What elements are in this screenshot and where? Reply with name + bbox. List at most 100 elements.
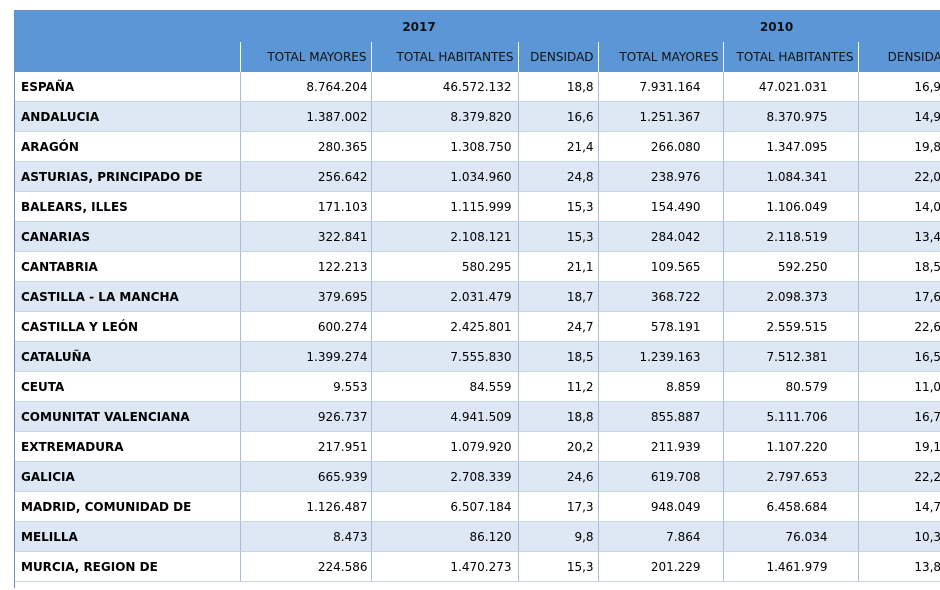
cell-total-mayores-2017: 256.642: [239, 161, 371, 192]
cell-total-habitantes-2017: 1.115.999: [370, 191, 518, 222]
table-row: BALEARS, ILLES 171.103 1.115.999 15,3 154.49…: [15, 191, 940, 222]
cell-total-mayores-2017: 1.387.002: [239, 101, 371, 132]
cell-total-habitantes-2010: 2.559.515: [722, 311, 859, 342]
cell-total-habitantes-2017: 2.031.479: [370, 281, 518, 312]
region-name-cell: ARAGÓN: [15, 131, 240, 162]
cell-total-mayores-2010: 1.239.163: [597, 341, 724, 372]
table-row: CASTILLA - LA MANCHA 379.695 2.031.479 18,7…: [15, 281, 940, 312]
cell-densidad-2010: 17,6: [857, 281, 940, 312]
cell-total-habitantes-2010: 2.098.373: [722, 281, 859, 312]
cell-densidad-2010: 22,0: [857, 161, 940, 192]
table-row: ASTURIAS, PRINCIPADO DE 256.642 1.034.960 2…: [15, 161, 940, 192]
cell-total-habitantes-2017: 4.941.509: [370, 401, 518, 432]
cell-total-mayores-2017: 1.399.274: [239, 341, 371, 372]
cell-total-mayores-2017: 280.365: [239, 131, 371, 162]
table-row: CEUTA 9.553 84.559 11,2 8.859 80.579 11,0: [15, 371, 940, 402]
table-body: ESPAÑA 8.764.204 46.572.132 18,8 7.931.164 47…: [15, 72, 940, 582]
cell-densidad-2010: 11,0: [857, 371, 940, 402]
cell-total-habitantes-2010: 1.347.095: [722, 131, 859, 162]
cell-densidad-2017: 18,8: [517, 72, 599, 102]
cell-total-habitantes-2010: 2.118.519: [722, 221, 859, 252]
cell-total-mayores-2017: 122.213: [239, 251, 371, 282]
cell-total-habitantes-2017: 7.555.830: [370, 341, 518, 372]
cell-total-habitantes-2017: 86.120: [370, 521, 518, 552]
table-row: MADRID, COMUNIDAD DE 1.126.487 6.507.184 17…: [15, 491, 940, 522]
region-name-cell: CANARIAS: [15, 221, 240, 252]
cell-total-mayores-2017: 665.939: [239, 461, 371, 492]
cell-densidad-2017: 15,3: [517, 221, 599, 252]
cell-total-habitantes-2010: 6.458.684: [722, 491, 859, 522]
cell-total-habitantes-2017: 46.572.132: [370, 72, 518, 102]
cell-densidad-2017: 18,8: [517, 401, 599, 432]
region-name-cell: ASTURIAS, PRINCIPADO DE: [15, 161, 240, 192]
region-name-cell: MELILLA: [15, 521, 240, 552]
cell-total-mayores-2010: 201.229: [597, 551, 724, 582]
cell-total-habitantes-2010: 1.084.341: [722, 161, 859, 192]
cell-total-mayores-2017: 8.764.204: [239, 72, 371, 102]
table-header: 2017 2010 TOTAL MAYORES TOTAL HABITANTES…: [15, 11, 940, 72]
cell-densidad-2017: 9,8: [517, 521, 599, 552]
cell-total-mayores-2017: 8.473: [239, 521, 371, 552]
region-name-cell: CASTILLA Y LEÓN: [15, 311, 240, 342]
cell-densidad-2010: 22,6: [857, 311, 940, 342]
cell-densidad-2017: 24,6: [517, 461, 599, 492]
table-row: CASTILLA Y LEÓN 600.274 2.425.801 24,7 578.1…: [15, 311, 940, 342]
table-row: EXTREMADURA 217.951 1.079.920 20,2 211.939 1.…: [15, 431, 940, 462]
column-header-densidad-2017: DENSIDAD: [517, 42, 599, 72]
year-header-2017: 2017: [240, 11, 599, 42]
cell-total-mayores-2010: 109.565: [597, 251, 724, 282]
cell-densidad-2010: 22,2: [857, 461, 940, 492]
cell-densidad-2017: 15,3: [517, 191, 599, 222]
cell-total-mayores-2017: 379.695: [239, 281, 371, 312]
cell-total-mayores-2010: 948.049: [597, 491, 724, 522]
region-name-cell: EXTREMADURA: [15, 431, 240, 462]
cell-densidad-2010: 13,4: [857, 221, 940, 252]
cell-total-habitantes-2017: 580.295: [370, 251, 518, 282]
year-header-2010: 2010: [598, 11, 940, 42]
cell-total-mayores-2017: 600.274: [239, 311, 371, 342]
year-header-row: 2017 2010: [15, 11, 940, 42]
table-row: ANDALUCIA 1.387.002 8.379.820 16,6 1.251.367…: [15, 101, 940, 132]
cell-densidad-2010: 18,5: [857, 251, 940, 282]
column-header-total-habitantes-2010: TOTAL HABITANTES: [722, 42, 859, 72]
cell-total-habitantes-2010: 592.250: [722, 251, 859, 282]
cell-total-mayores-2010: 8.859: [597, 371, 724, 402]
column-header-region: [15, 42, 240, 72]
cell-total-mayores-2010: 284.042: [597, 221, 724, 252]
region-name-cell: ANDALUCIA: [15, 101, 240, 132]
cell-total-habitantes-2010: 5.111.706: [722, 401, 859, 432]
cell-total-habitantes-2010: 76.034: [722, 521, 859, 552]
cell-densidad-2017: 17,3: [517, 491, 599, 522]
cell-total-habitantes-2017: 8.379.820: [370, 101, 518, 132]
cell-total-mayores-2010: 7.931.164: [597, 72, 724, 102]
table-row: CANTABRIA 122.213 580.295 21,1 109.565 592.25…: [15, 251, 940, 282]
column-header-total-habitantes-2017: TOTAL HABITANTES: [370, 42, 518, 72]
cell-total-habitantes-2017: 1.308.750: [370, 131, 518, 162]
cell-densidad-2010: 13,8: [857, 551, 940, 582]
cell-densidad-2010: 14,9: [857, 101, 940, 132]
cell-total-habitantes-2017: 1.034.960: [370, 161, 518, 192]
cell-total-mayores-2017: 9.553: [239, 371, 371, 402]
cell-densidad-2017: 11,2: [517, 371, 599, 402]
cell-densidad-2017: 20,2: [517, 431, 599, 462]
cell-total-habitantes-2010: 7.512.381: [722, 341, 859, 372]
cell-total-habitantes-2017: 84.559: [370, 371, 518, 402]
cell-total-mayores-2017: 224.586: [239, 551, 371, 582]
region-name-cell: CEUTA: [15, 371, 240, 402]
population-table: 2017 2010 TOTAL MAYORES TOTAL HABITANTES…: [15, 11, 940, 582]
cell-densidad-2010: 16,5: [857, 341, 940, 372]
cell-total-habitantes-2010: 2.797.653: [722, 461, 859, 492]
cell-total-mayores-2017: 322.841: [239, 221, 371, 252]
cell-densidad-2017: 18,7: [517, 281, 599, 312]
cell-total-mayores-2010: 368.722: [597, 281, 724, 312]
cell-densidad-2017: 24,8: [517, 161, 599, 192]
region-name-cell: CATALUÑA: [15, 341, 240, 372]
region-name-cell: COMUNITAT VALENCIANA: [15, 401, 240, 432]
region-name-cell: MADRID, COMUNIDAD DE: [15, 491, 240, 522]
cell-total-mayores-2010: 855.887: [597, 401, 724, 432]
cell-total-habitantes-2017: 1.470.273: [370, 551, 518, 582]
cell-total-mayores-2017: 926.737: [239, 401, 371, 432]
table-row: COMUNITAT VALENCIANA 926.737 4.941.509 18,8…: [15, 401, 940, 432]
column-header-total-mayores-2010: TOTAL MAYORES: [597, 42, 724, 72]
cell-total-mayores-2010: 238.976: [597, 161, 724, 192]
